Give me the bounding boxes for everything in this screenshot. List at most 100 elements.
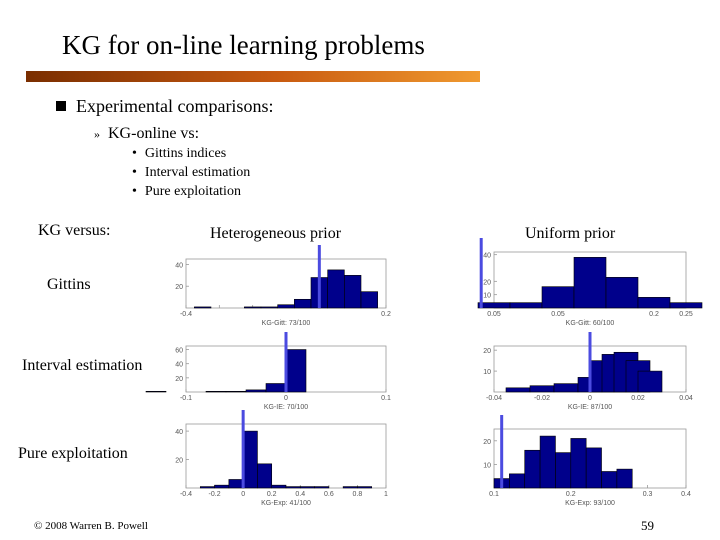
histogram-bar	[285, 349, 307, 393]
histogram-bar	[242, 430, 258, 489]
histogram-bar	[225, 390, 247, 393]
y-tick-label: 10	[483, 293, 491, 300]
x-tick-label: 0.2	[649, 311, 659, 318]
y-tick-label: 20	[483, 439, 491, 446]
bullet-text: Experimental comparisons:	[76, 96, 274, 116]
histogram-bar	[637, 370, 663, 393]
y-tick-label: 10	[483, 462, 491, 469]
sub-bullet-pure-exploitation: • Pure exploitation	[132, 184, 241, 200]
histogram-bar	[573, 257, 607, 309]
column-header-uniform-prior: Uniform prior	[525, 225, 616, 242]
x-tick-label: 0.2	[566, 491, 576, 498]
histogram-bar	[357, 486, 373, 489]
x-tick-label: 0.1	[381, 395, 391, 402]
histogram-gittins-uniform: 10 20 40 0.05 0.05 0.2 0.25 KG-Gitt: 60/100	[477, 238, 703, 327]
y-tick-label: 10	[483, 369, 491, 376]
x-tick-label: -0.1	[180, 395, 192, 402]
slide-title: KG for on-line learning problems	[62, 30, 425, 60]
x-tick-label: 0.4	[681, 491, 691, 498]
x-tick-label: 0	[284, 395, 288, 402]
x-tick-label: -0.2	[209, 491, 221, 498]
row-label-interval-estimation: Interval estimation	[22, 357, 143, 374]
histogram-bar	[570, 438, 587, 489]
row-label-pure-exploitation: Pure exploitation	[18, 445, 128, 462]
x-tick-label: 0.2	[267, 491, 277, 498]
y-tick-label: 40	[483, 253, 491, 260]
sub-bullet-gittins: • Gittins indices	[132, 146, 226, 162]
dot-bullet-icon: •	[132, 146, 137, 161]
histogram-bar	[327, 269, 345, 309]
y-tick-label: 20	[483, 279, 491, 286]
histogram-ie-uniform: 10 20 -0.04 -0.02 0 0.02 0.04 KG-IE: 87/100	[483, 332, 693, 411]
x-axis-label: KG-Gitt: 73/100	[262, 320, 311, 327]
x-tick-label: 1	[384, 491, 388, 498]
histogram-bar	[342, 486, 358, 489]
x-tick-label: 0.3	[643, 491, 653, 498]
histogram-bar	[541, 286, 575, 309]
histogram-bar	[539, 435, 556, 489]
histogram-bar	[524, 449, 541, 489]
histogram-bar	[585, 447, 602, 489]
x-tick-label: 0.02	[631, 395, 645, 402]
histogram-bar	[616, 468, 633, 489]
x-axis-label: KG-IE: 87/100	[568, 404, 612, 411]
histogram-bar	[194, 306, 212, 309]
histogram-bar	[637, 297, 671, 309]
x-axis-label: KG-Gitt: 60/100	[566, 320, 615, 327]
histogram-bar	[505, 387, 531, 393]
bullet-experimental-comparisons: Experimental comparisons:	[56, 96, 273, 117]
x-tick-label: 0	[241, 491, 245, 498]
histogram-bar	[260, 306, 278, 309]
sub-bullet-text: Gittins indices	[144, 146, 227, 161]
x-tick-label: 0.04	[679, 395, 693, 402]
x-axis-label: KG-Exp: 93/100	[565, 500, 615, 507]
chevron-bullet-icon: »	[94, 127, 100, 141]
y-tick-label: 20	[175, 458, 183, 465]
histogram-bar	[509, 302, 543, 309]
histogram-exploitation-uniform: 10 20 0.1 0.2 0.3 0.4 KG-Exp: 93/100	[483, 415, 691, 507]
page-number: 59	[641, 518, 654, 533]
histogram-bar	[271, 484, 287, 489]
sub-bullet-text: Pure exploitation	[144, 184, 241, 199]
x-tick-label: 0.05	[487, 311, 501, 318]
histogram-bar	[245, 389, 267, 393]
histogram-bar	[244, 306, 262, 309]
x-tick-label: 0.1	[489, 491, 499, 498]
histogram-bar	[265, 383, 287, 393]
row-header-kg-versus: KG versus:	[38, 222, 111, 239]
x-tick-label: -0.4	[180, 491, 192, 498]
x-tick-label: 0.6	[324, 491, 334, 498]
x-tick-label: 0	[588, 395, 592, 402]
x-tick-label: -0.04	[486, 395, 502, 402]
histogram-bar	[601, 471, 618, 489]
sub-bullet-interval-estimation: • Interval estimation	[132, 165, 250, 181]
histogram-bar	[145, 390, 167, 393]
histogram-bar	[257, 463, 273, 489]
y-tick-label: 40	[175, 362, 183, 369]
x-tick-label: 0.8	[353, 491, 363, 498]
histogram-bar	[277, 304, 295, 309]
x-tick-label: 0.2	[381, 311, 391, 318]
y-tick-label: 60	[175, 348, 183, 355]
histogram-bar	[605, 277, 639, 309]
dot-bullet-icon: •	[132, 165, 137, 180]
y-tick-label: 20	[175, 376, 183, 383]
histogram-bar	[669, 302, 703, 309]
bullet-text: KG-online vs:	[108, 125, 200, 142]
column-header-heterogeneous-prior: Heterogeneous prior	[210, 225, 342, 242]
histogram-bar	[477, 302, 511, 309]
y-tick-label: 40	[175, 429, 183, 436]
x-tick-label: -0.02	[534, 395, 550, 402]
histogram-bar	[214, 484, 230, 489]
histogram-exploitation-heterogeneous: 20 40 -0.4 -0.2 0 0.2 0.4 0.6 0.8 1 KG-Exp: 41/100	[175, 410, 388, 507]
histogram-gittins-heterogeneous: 20 40 -0.4 0.2 KG-Gitt: 73/100	[175, 245, 391, 327]
histogram-ie-heterogeneous: 20 40 60 -0.1 0 0.1 KG-IE: 70/100	[145, 332, 391, 411]
bullet-kg-online: » KG-online vs:	[94, 125, 199, 143]
histogram-bar	[228, 479, 244, 489]
histogram-bar	[199, 486, 215, 489]
histogram-bar	[205, 390, 227, 393]
histogram-bar	[553, 383, 579, 393]
sub-bullet-text: Interval estimation	[144, 165, 251, 180]
plot-frame	[185, 423, 387, 489]
x-axis-label: KG-IE: 70/100	[264, 404, 308, 411]
